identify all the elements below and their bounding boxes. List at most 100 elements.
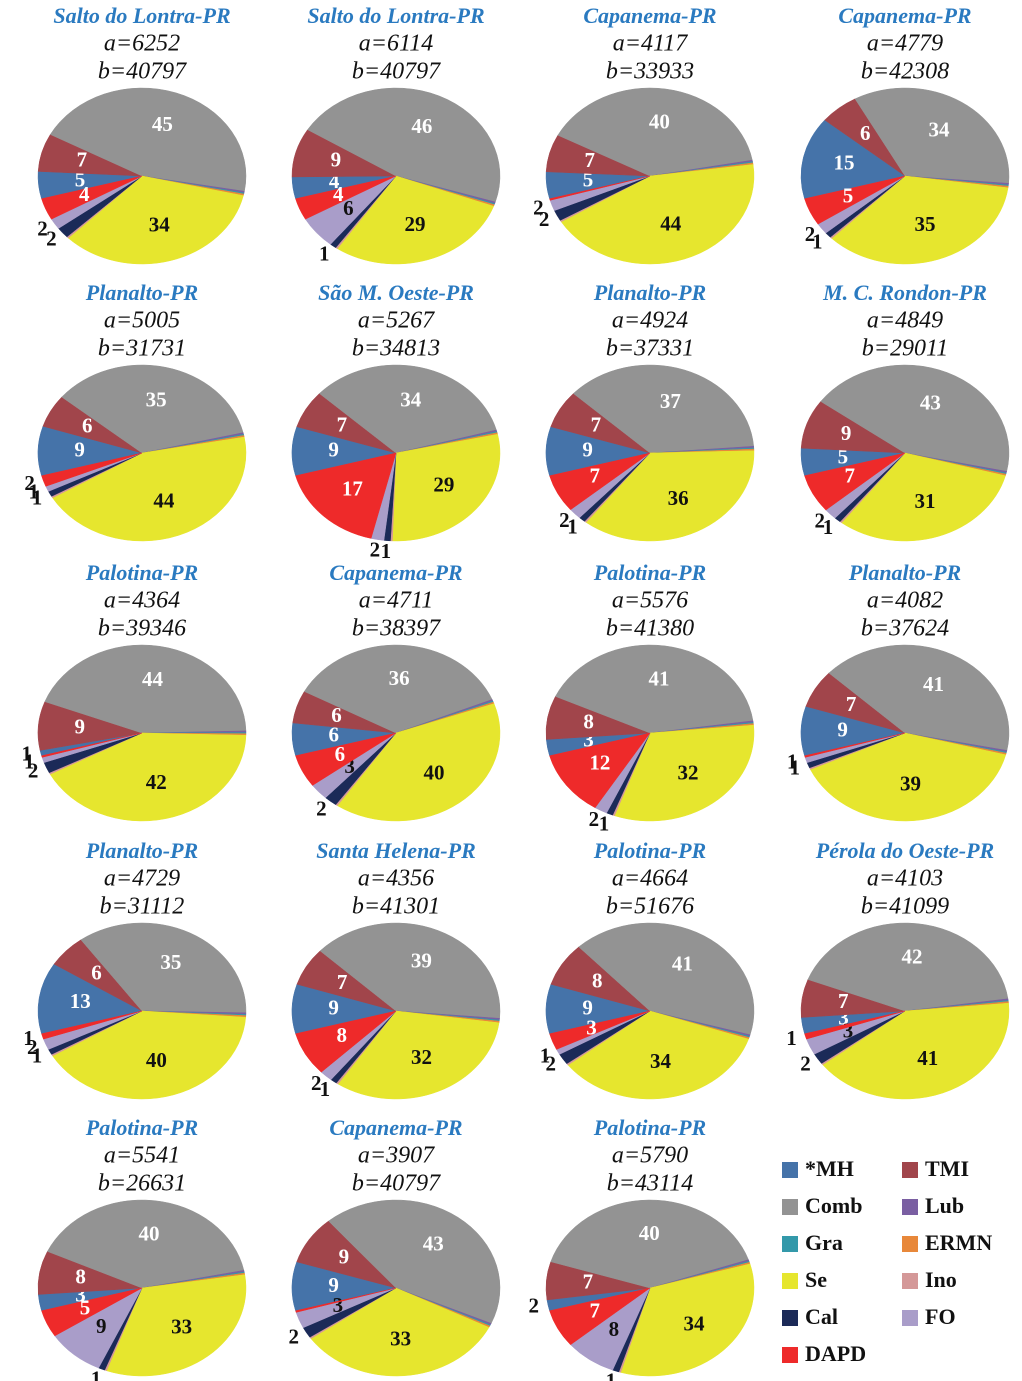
pie-slice bbox=[295, 1010, 397, 1073]
pie-subtitle: a=5576 bbox=[612, 588, 688, 614]
pie-subtitle: a=4711 bbox=[359, 588, 433, 614]
legend-label: DAPD bbox=[805, 1341, 866, 1366]
slice-label: 7 bbox=[838, 989, 849, 1013]
legend-label: ERMN bbox=[925, 1230, 992, 1255]
pie-slice bbox=[549, 1287, 651, 1346]
pie-slice bbox=[549, 732, 651, 809]
pie-subtitle: b=40797 bbox=[352, 59, 441, 85]
pie-slice bbox=[41, 732, 143, 758]
slice-label: 3 bbox=[586, 1015, 597, 1039]
pie-title: Salto do Lontra-PR bbox=[53, 3, 230, 28]
pie-slice bbox=[841, 452, 1006, 542]
pie-slice bbox=[804, 1010, 906, 1040]
slice-label: 2 bbox=[289, 1325, 300, 1349]
slice-label: 35 bbox=[160, 950, 181, 974]
pie-title: M. C. Rondon-PR bbox=[822, 280, 987, 305]
legend-swatch bbox=[902, 1199, 918, 1215]
slice-label: 7 bbox=[589, 463, 600, 487]
pie-slice bbox=[560, 164, 755, 265]
slice-label: 32 bbox=[678, 761, 699, 785]
slice-label: 2 bbox=[28, 758, 39, 782]
pie-title: Palotina-PR bbox=[593, 1115, 706, 1140]
slice-label: 40 bbox=[639, 1221, 660, 1245]
slice-label: 43 bbox=[920, 391, 941, 415]
pie-subtitle: b=29011 bbox=[862, 336, 948, 362]
pie-slice bbox=[820, 364, 1010, 472]
slice-label: 3 bbox=[333, 1293, 344, 1317]
legend-label: Lub bbox=[925, 1193, 964, 1218]
slice-label: 29 bbox=[405, 212, 426, 236]
slice-label: 6 bbox=[82, 414, 93, 438]
slice-label: 44 bbox=[660, 212, 682, 236]
slice-label: 2 bbox=[529, 1294, 540, 1318]
slice-label: 8 bbox=[336, 1023, 347, 1047]
pie-title: Palotina-PR bbox=[593, 560, 706, 585]
pie-title: Capanema-PR bbox=[329, 560, 462, 585]
pie-slice bbox=[295, 452, 397, 539]
pie-slice bbox=[67, 175, 244, 265]
slice-label: 2 bbox=[316, 797, 327, 821]
legend-swatch bbox=[902, 1310, 918, 1326]
slice-label: 6 bbox=[343, 196, 354, 220]
slice-label: 9 bbox=[96, 1314, 107, 1338]
pie-slice bbox=[52, 436, 247, 542]
slice-label: 1 bbox=[23, 1026, 34, 1050]
slice-label: 5 bbox=[583, 167, 594, 191]
slice-label: 2 bbox=[370, 538, 381, 562]
slice-label: 31 bbox=[915, 489, 936, 513]
slice-label: 9 bbox=[328, 1273, 339, 1297]
pie-slice bbox=[295, 732, 397, 786]
pie-slice bbox=[585, 450, 755, 542]
legend-swatch bbox=[902, 1273, 918, 1289]
pie-subtitle: a=3907 bbox=[358, 1143, 435, 1169]
slice-label: 7 bbox=[337, 412, 348, 436]
pie-subtitle: b=40797 bbox=[352, 1171, 441, 1197]
slice-label: 2 bbox=[24, 471, 35, 495]
pie-slice bbox=[37, 963, 143, 1035]
slice-label: 33 bbox=[390, 1326, 411, 1350]
slice-label: 1 bbox=[320, 1077, 331, 1101]
slice-label: 29 bbox=[433, 473, 454, 497]
pie-subtitle: a=6252 bbox=[104, 31, 180, 57]
slice-label: 44 bbox=[153, 488, 175, 512]
slice-label: 3 bbox=[344, 754, 355, 778]
pie-slice bbox=[310, 1287, 490, 1377]
slice-label: 13 bbox=[70, 989, 91, 1013]
slice-label: 36 bbox=[668, 486, 689, 510]
slice-label: 1 bbox=[381, 539, 392, 563]
slice-label: 44 bbox=[142, 667, 164, 691]
slice-label: 12 bbox=[589, 750, 610, 774]
slice-label: 2 bbox=[37, 216, 48, 240]
pie-subtitle: b=38397 bbox=[352, 616, 441, 642]
slice-label: 43 bbox=[423, 1231, 444, 1255]
slice-label: 46 bbox=[411, 114, 432, 138]
pie-title: Capanema-PR bbox=[583, 3, 716, 28]
slice-label: 4 bbox=[329, 169, 340, 193]
slice-label: 2 bbox=[805, 222, 816, 246]
pie-slice bbox=[52, 1010, 247, 1100]
legend-label: Se bbox=[805, 1267, 827, 1292]
pie-slice bbox=[307, 87, 501, 203]
pie-slice bbox=[41, 175, 143, 220]
slice-label: 5 bbox=[838, 444, 849, 468]
slice-label: 2 bbox=[539, 207, 550, 231]
pie-title: Pérola do Oeste-PR bbox=[815, 838, 994, 863]
pie-title: São M. Oeste-PR bbox=[318, 280, 474, 305]
pie-slice bbox=[295, 175, 397, 220]
slice-label: 3 bbox=[583, 728, 594, 752]
pie-slice bbox=[303, 644, 493, 734]
slice-label: 1 bbox=[24, 750, 35, 774]
slice-label: 1 bbox=[29, 480, 40, 504]
pie-title: Planalto-PR bbox=[593, 280, 706, 305]
slice-label: 1 bbox=[786, 1026, 797, 1050]
slice-label: 3 bbox=[838, 1006, 849, 1030]
pie-subtitle: a=4729 bbox=[104, 866, 180, 892]
pie-subtitle: b=26631 bbox=[98, 1171, 186, 1197]
